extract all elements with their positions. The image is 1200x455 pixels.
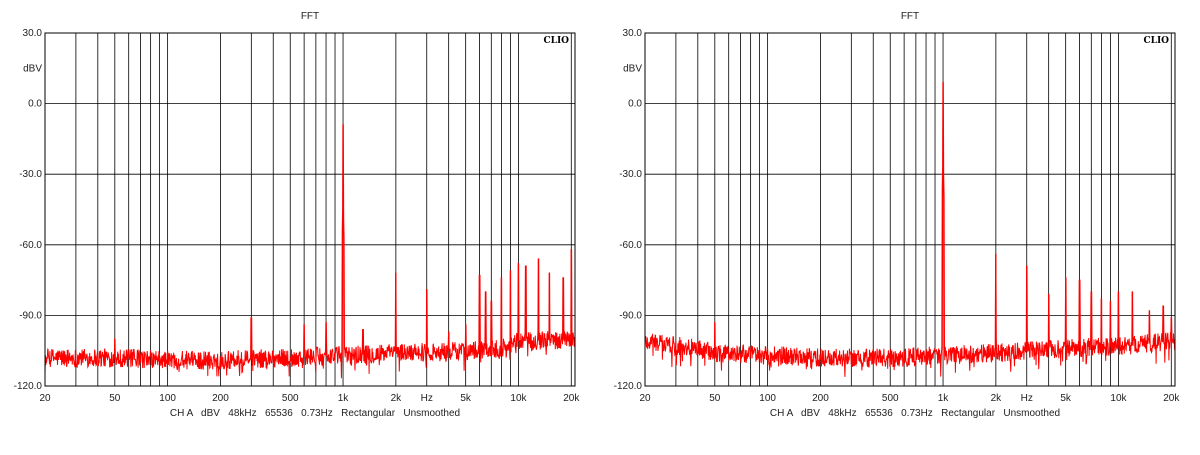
chart-title: FFT: [901, 11, 919, 22]
spectrum-line: [44, 124, 576, 379]
y-tick-label: 30.0: [623, 28, 643, 39]
y-tick-label: -120.0: [14, 381, 43, 392]
y-axis-label: dBV: [623, 63, 642, 74]
x-tick-label: 50: [109, 393, 121, 404]
plot-frame: [44, 32, 576, 387]
x-tick-label: 20: [39, 393, 51, 404]
y-tick-label: 0.0: [28, 99, 42, 110]
x-tick-label: 500: [882, 393, 899, 404]
plot-frame: [644, 32, 1176, 387]
x-tick-label: 2k: [391, 393, 403, 404]
y-tick-label: -30.0: [19, 169, 42, 180]
fft-chart-left-svg: 30.0 0.0 -30.0 -60.0 -90.0 -120.0 20 50 100 200 5…: [14, 11, 581, 419]
fft-chart-right: 30.0 0.0 -30.0 -60.0 -90.0 -120.0 20 50 100 200 5…: [600, 0, 1200, 455]
x-tick-label: 20k: [1163, 393, 1180, 404]
y-tick-label: -90.0: [619, 310, 642, 321]
chart-title: FFT: [301, 11, 319, 22]
y-tick-label: -90.0: [19, 310, 42, 321]
y-tick-label: -30.0: [619, 169, 642, 180]
x-tick-label: 100: [159, 393, 176, 404]
fft-trace: [44, 124, 576, 379]
y-tick-label: 0.0: [628, 99, 642, 110]
brand-logo: CLIO: [1143, 36, 1169, 46]
x-tick-label: 100: [759, 393, 776, 404]
y-tick-label: -60.0: [19, 240, 42, 251]
grid-lines: [645, 33, 1175, 386]
x-tick-label: 20k: [563, 393, 580, 404]
fft-chart-right-svg: 30.0 0.0 -30.0 -60.0 -90.0 -120.0 20 50 100 200 5…: [614, 11, 1181, 419]
x-tick-label: 200: [812, 393, 829, 404]
x-tick-label: 500: [282, 393, 299, 404]
y-axis-label: dBV: [23, 63, 42, 74]
y-tick-label: 30.0: [23, 28, 43, 39]
measurement-info: CH A dBV 48kHz 65536 0.73Hz Rectangular …: [170, 408, 460, 419]
x-tick-label: 5k: [1060, 393, 1072, 404]
x-tick-label: 10k: [1110, 393, 1127, 404]
x-tick-label: 20: [639, 393, 651, 404]
x-tick-label: 50: [709, 393, 721, 404]
y-tick-label: -120.0: [614, 381, 643, 392]
brand-logo: CLIO: [543, 36, 569, 46]
x-tick-label: 1k: [938, 393, 950, 404]
x-tick-label: 1k: [338, 393, 350, 404]
x-tick-label: Hz: [421, 393, 433, 404]
y-tick-labels: 30.0 0.0 -30.0 -60.0 -90.0 -120.0: [14, 28, 43, 392]
x-tick-label: 2k: [991, 393, 1003, 404]
x-tick-labels: 20 50 100 200 500 1k 2k Hz 5k 10k 20k: [39, 393, 580, 404]
fft-trace: [644, 81, 1176, 377]
y-tick-labels: 30.0 0.0 -30.0 -60.0 -90.0 -120.0: [614, 28, 643, 392]
x-tick-label: Hz: [1021, 393, 1033, 404]
plot-area: [645, 33, 1175, 386]
x-tick-labels: 20 50 100 200 500 1k 2k Hz 5k 10k 20k: [639, 393, 1180, 404]
grid-lines: [45, 33, 575, 386]
y-tick-label: -60.0: [619, 240, 642, 251]
x-tick-label: 5k: [460, 393, 472, 404]
spectrum-line: [644, 81, 1176, 377]
x-tick-label: 10k: [510, 393, 527, 404]
x-tick-label: 200: [212, 393, 229, 404]
fft-chart-left: 30.0 0.0 -30.0 -60.0 -90.0 -120.0 20 50 100 200 5…: [14, 11, 581, 419]
plot-area: [45, 33, 575, 386]
measurement-info: CH A dBV 48kHz 65536 0.73Hz Rectangular …: [770, 408, 1060, 419]
